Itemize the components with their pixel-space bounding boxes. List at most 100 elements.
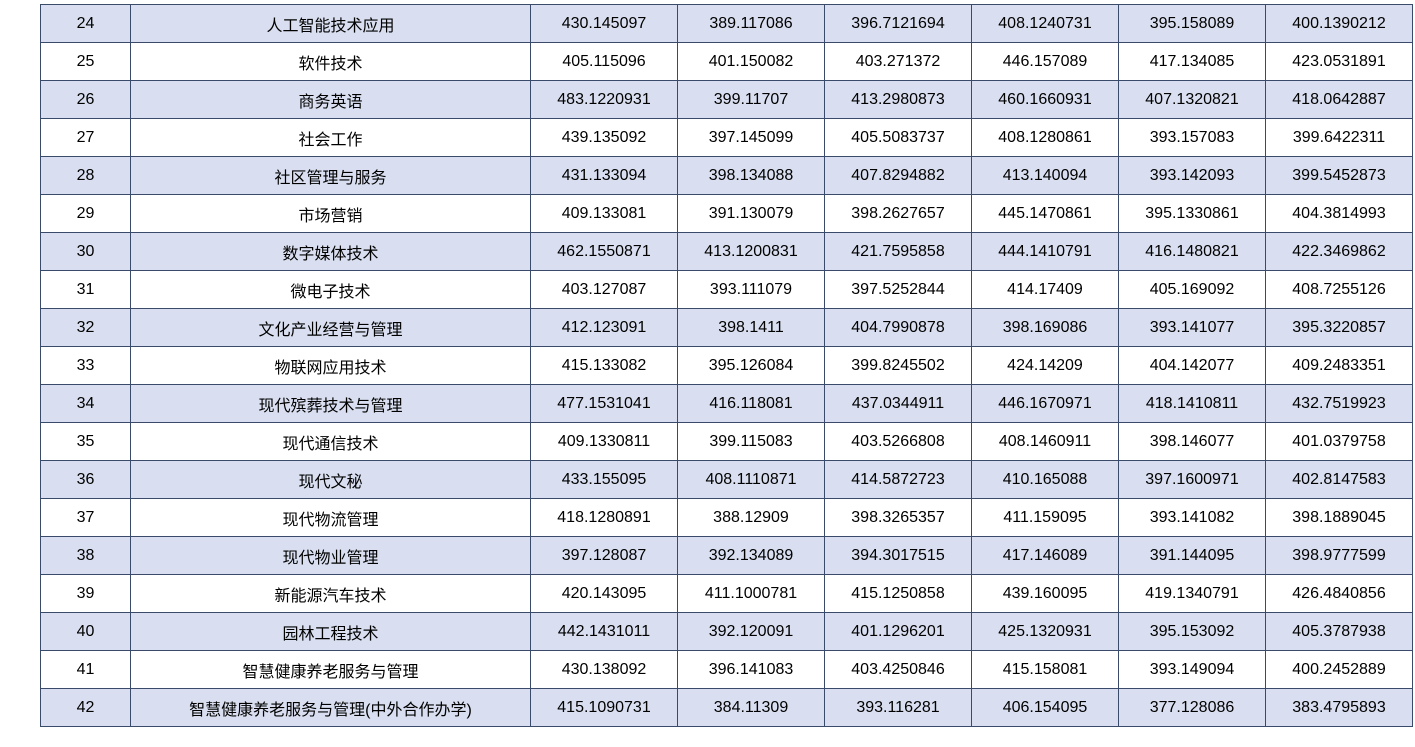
row-value-3: 407.8294882 (825, 157, 972, 195)
row-value-2: 399.11707 (678, 81, 825, 119)
row-value-4: 410.165088 (972, 461, 1119, 499)
row-value-1: 415.1090731 (531, 689, 678, 727)
row-value-5: 393.157083 (1119, 119, 1266, 157)
row-name: 人工智能技术应用 (131, 5, 531, 43)
row-value-4: 406.154095 (972, 689, 1119, 727)
row-value-1: 483.1220931 (531, 81, 678, 119)
row-value-4: 408.1280861 (972, 119, 1119, 157)
row-index: 41 (41, 651, 131, 689)
row-name: 文化产业经营与管理 (131, 309, 531, 347)
row-value-5: 391.144095 (1119, 537, 1266, 575)
row-value-3: 421.7595858 (825, 233, 972, 271)
row-name: 现代文秘 (131, 461, 531, 499)
table-row: 42智慧健康养老服务与管理(中外合作办学)415.1090731384.1130… (41, 689, 1413, 727)
row-value-2: 408.1110871 (678, 461, 825, 499)
row-value-4: 417.146089 (972, 537, 1119, 575)
row-value-5: 416.1480821 (1119, 233, 1266, 271)
row-value-4: 446.1670971 (972, 385, 1119, 423)
table-row: 40园林工程技术442.1431011392.120091401.1296201… (41, 613, 1413, 651)
row-value-5: 393.142093 (1119, 157, 1266, 195)
row-name: 市场营销 (131, 195, 531, 233)
row-value-3: 404.7990878 (825, 309, 972, 347)
row-name: 新能源汽车技术 (131, 575, 531, 613)
row-value-1: 418.1280891 (531, 499, 678, 537)
table-body: 24人工智能技术应用430.145097389.117086396.712169… (41, 5, 1413, 727)
row-name: 现代物流管理 (131, 499, 531, 537)
row-value-3: 394.3017515 (825, 537, 972, 575)
row-index: 29 (41, 195, 131, 233)
row-value-1: 420.143095 (531, 575, 678, 613)
row-value-3: 405.5083737 (825, 119, 972, 157)
row-value-2: 401.150082 (678, 43, 825, 81)
row-value-5: 395.1330861 (1119, 195, 1266, 233)
row-value-6: 402.8147583 (1266, 461, 1413, 499)
table-row: 26商务英语483.1220931399.11707413.2980873460… (41, 81, 1413, 119)
row-index: 26 (41, 81, 131, 119)
row-value-6: 404.3814993 (1266, 195, 1413, 233)
table-row: 41智慧健康养老服务与管理430.138092396.141083403.425… (41, 651, 1413, 689)
row-value-4: 446.157089 (972, 43, 1119, 81)
row-value-1: 415.133082 (531, 347, 678, 385)
row-value-6: 422.3469862 (1266, 233, 1413, 271)
row-value-1: 409.1330811 (531, 423, 678, 461)
table-row: 30数字媒体技术462.1550871413.1200831421.759585… (41, 233, 1413, 271)
row-value-6: 408.7255126 (1266, 271, 1413, 309)
row-value-5: 393.141082 (1119, 499, 1266, 537)
row-value-6: 401.0379758 (1266, 423, 1413, 461)
row-value-3: 415.1250858 (825, 575, 972, 613)
row-value-2: 392.134089 (678, 537, 825, 575)
row-value-6: 398.1889045 (1266, 499, 1413, 537)
row-value-2: 391.130079 (678, 195, 825, 233)
row-value-5: 404.142077 (1119, 347, 1266, 385)
row-value-3: 398.2627657 (825, 195, 972, 233)
table-row: 29市场营销409.133081391.130079398.2627657445… (41, 195, 1413, 233)
row-value-3: 403.4250846 (825, 651, 972, 689)
row-index: 33 (41, 347, 131, 385)
row-value-2: 397.145099 (678, 119, 825, 157)
row-value-5: 393.141077 (1119, 309, 1266, 347)
table-row: 31微电子技术403.127087393.111079397.525284441… (41, 271, 1413, 309)
row-value-5: 377.128086 (1119, 689, 1266, 727)
row-value-4: 415.158081 (972, 651, 1119, 689)
row-value-1: 439.135092 (531, 119, 678, 157)
row-name: 智慧健康养老服务与管理(中外合作办学) (131, 689, 531, 727)
row-value-5: 419.1340791 (1119, 575, 1266, 613)
row-value-6: 409.2483351 (1266, 347, 1413, 385)
row-value-6: 423.0531891 (1266, 43, 1413, 81)
row-value-5: 398.146077 (1119, 423, 1266, 461)
row-value-6: 432.7519923 (1266, 385, 1413, 423)
row-value-3: 398.3265357 (825, 499, 972, 537)
row-value-2: 388.12909 (678, 499, 825, 537)
row-value-5: 418.1410811 (1119, 385, 1266, 423)
row-index: 30 (41, 233, 131, 271)
row-value-2: 392.120091 (678, 613, 825, 651)
row-name: 现代通信技术 (131, 423, 531, 461)
row-value-2: 389.117086 (678, 5, 825, 43)
row-value-3: 399.8245502 (825, 347, 972, 385)
table-row: 28社区管理与服务431.133094398.134088407.8294882… (41, 157, 1413, 195)
row-value-1: 409.133081 (531, 195, 678, 233)
row-value-3: 397.5252844 (825, 271, 972, 309)
row-name: 社区管理与服务 (131, 157, 531, 195)
row-index: 34 (41, 385, 131, 423)
row-value-6: 383.4795893 (1266, 689, 1413, 727)
table-row: 34现代殡葬技术与管理477.1531041416.118081437.0344… (41, 385, 1413, 423)
row-value-4: 414.17409 (972, 271, 1119, 309)
row-value-6: 399.6422311 (1266, 119, 1413, 157)
row-value-6: 398.9777599 (1266, 537, 1413, 575)
row-value-3: 396.7121694 (825, 5, 972, 43)
row-name: 智慧健康养老服务与管理 (131, 651, 531, 689)
row-value-4: 439.160095 (972, 575, 1119, 613)
table-row: 24人工智能技术应用430.145097389.117086396.712169… (41, 5, 1413, 43)
row-value-4: 413.140094 (972, 157, 1119, 195)
row-index: 24 (41, 5, 131, 43)
row-value-3: 403.5266808 (825, 423, 972, 461)
row-index: 36 (41, 461, 131, 499)
data-table: 24人工智能技术应用430.145097389.117086396.712169… (40, 4, 1413, 727)
row-value-5: 393.149094 (1119, 651, 1266, 689)
row-value-4: 398.169086 (972, 309, 1119, 347)
row-name: 商务英语 (131, 81, 531, 119)
row-value-5: 405.169092 (1119, 271, 1266, 309)
row-value-4: 408.1460911 (972, 423, 1119, 461)
row-index: 25 (41, 43, 131, 81)
